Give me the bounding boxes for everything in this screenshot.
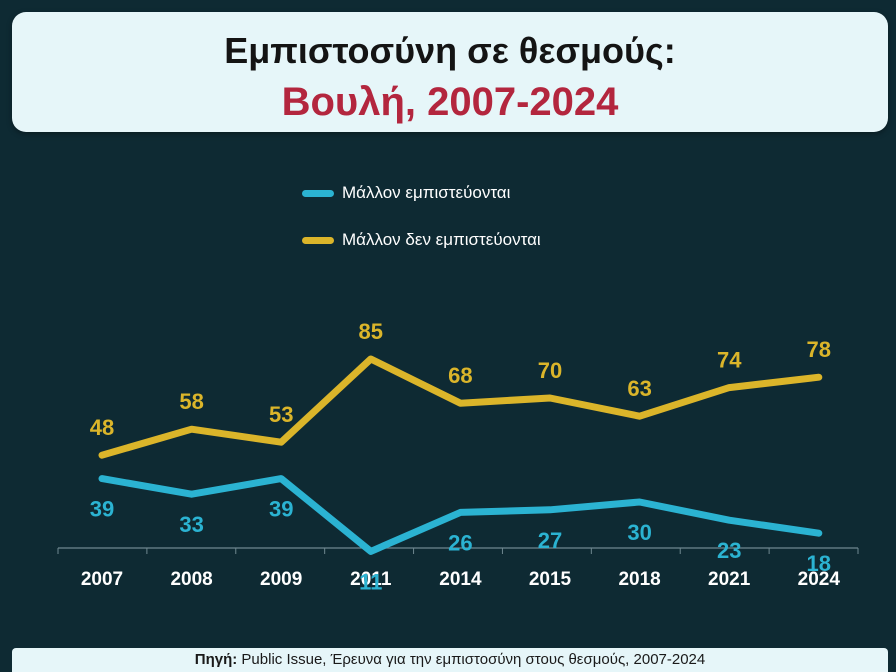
legend-label-trust: Μάλλον εμπιστεύονται [342,183,511,202]
x-tick-label: 2009 [260,569,302,590]
x-tick-label: 2011 [350,569,392,590]
distrust-data-label: 53 [269,402,293,427]
trust-data-label: 33 [179,512,203,537]
trust-data-label: 39 [90,497,114,522]
trust-data-label: 27 [538,528,562,553]
trust-data-label: 11 [359,569,382,594]
trust-data-label: 23 [717,538,741,563]
x-tick-label: 2007 [81,569,123,590]
trust-data-label: 39 [269,497,293,522]
legend-swatch-distrust [302,236,334,244]
trust-data-label: 26 [448,530,472,555]
title-box: Εμπιστοσύνη σε θεσμούς: Βουλή, 2007-2024 [12,12,888,132]
distrust-data-label: 58 [179,389,203,414]
source-text: Public Issue, Έρευνα για την εμπιστοσύνη… [237,651,706,668]
x-tick-label: 2014 [439,569,482,590]
distrust-data-label: 78 [807,337,831,362]
distrust-data-label: 70 [538,358,562,383]
chart-title: Εμπιστοσύνη σε θεσμούς: [224,30,676,71]
distrust-data-label: 63 [627,376,651,401]
trust-data-label: 18 [807,551,831,576]
trust-series-line [98,475,823,555]
x-tick-label: 2021 [708,569,751,590]
x-tick-label: 2008 [170,569,212,590]
distrust-data-label: 48 [90,415,114,440]
legend-swatch-trust [302,189,334,197]
distrust-data-label: 74 [717,348,742,373]
source-label: Πηγή: [194,651,238,668]
legend-label-distrust: Μάλλον δεν εμπιστεύονται [342,230,541,249]
x-tick-label: 2015 [529,569,572,590]
distrust-series-line [98,355,823,459]
legend-item-trust: Μάλλον εμπιστεύονται [302,181,510,205]
chart-subtitle: Βουλή, 2007-2024 [281,80,619,124]
trust-data-label: 30 [627,520,651,545]
legend-item-distrust: Μάλλον δεν εμπιστεύονται [302,228,541,252]
distrust-data-label: 85 [359,319,383,344]
x-tick-label: 2024 [798,569,841,590]
source-note: Πηγή: Public Issue, Έρευνα για την εμπισ… [12,648,888,672]
x-tick-label: 2018 [618,569,660,590]
distrust-data-label: 68 [448,363,472,388]
